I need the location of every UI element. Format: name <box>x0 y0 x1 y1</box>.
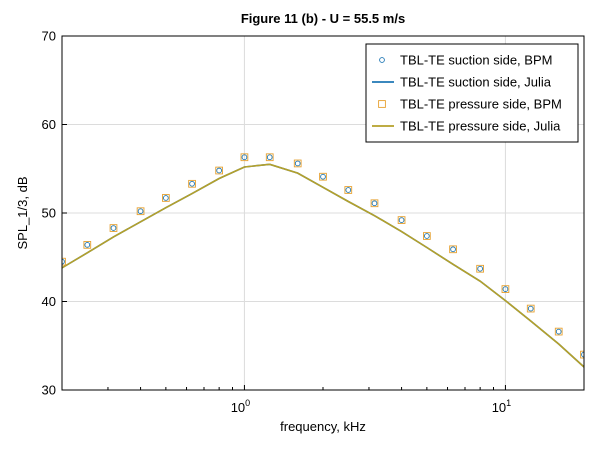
legend-label: TBL-TE pressure side, BPM <box>400 97 562 112</box>
data-point-0 <box>424 233 430 239</box>
data-point-0 <box>398 217 405 223</box>
y-tick-label: 30 <box>42 383 56 398</box>
data-point-2 <box>370 199 379 208</box>
data-point-2 <box>136 207 145 216</box>
data-point-0 <box>241 154 248 161</box>
data-point-0 <box>189 180 195 187</box>
data-point-2 <box>501 285 510 293</box>
data-point-0 <box>216 167 222 174</box>
data-point-2 <box>62 257 66 266</box>
data-point-0 <box>163 195 169 201</box>
data-point-2 <box>344 186 353 194</box>
data-point-0 <box>345 187 352 193</box>
y-tick-label: 70 <box>42 29 56 44</box>
data-point-2 <box>449 245 457 254</box>
data-point-2 <box>215 166 223 175</box>
axis-ticks: 30 40 50 60 70 100 101 <box>42 29 585 415</box>
data-point-2 <box>526 304 535 313</box>
data-point-0 <box>555 328 562 335</box>
y-tick-label: 50 <box>42 206 56 221</box>
data-point-2 <box>83 241 92 249</box>
x-tick-label: 100 <box>231 398 250 415</box>
legend-label: TBL-TE suction side, Julia <box>400 75 552 90</box>
data-point-2 <box>265 153 274 162</box>
y-tick-label: 40 <box>42 294 56 309</box>
data-point-0 <box>110 225 117 231</box>
data-point-2 <box>188 179 196 188</box>
data-point-0 <box>527 305 534 312</box>
series-group <box>62 153 584 368</box>
data-point-2 <box>293 159 302 168</box>
data-point-2 <box>476 264 484 273</box>
data-point-0 <box>137 208 144 215</box>
y-axis-label: SPL_1/3, dB <box>15 177 30 250</box>
plot-area <box>62 153 584 368</box>
data-point-0 <box>62 258 65 265</box>
data-point-0 <box>450 246 456 253</box>
data-point-2 <box>423 232 431 240</box>
data-point-0 <box>294 160 301 167</box>
data-point-2 <box>240 153 249 162</box>
legend-box <box>365 43 579 143</box>
y-tick-label: 60 <box>42 117 56 132</box>
data-point-2 <box>162 194 170 202</box>
legend-label: TBL-TE suction side, BPM <box>400 53 552 68</box>
data-point-0 <box>371 200 378 207</box>
data-point-0 <box>266 154 273 161</box>
data-point-0 <box>84 242 91 248</box>
series-line-3 <box>62 163 584 368</box>
legend: TBL-TE suction side, BPM TBL-TE suction s… <box>365 43 579 143</box>
chart-title: Figure 11 (b) - U = 55.5 m/s <box>241 11 405 26</box>
data-point-2 <box>109 224 118 232</box>
data-point-2 <box>397 216 406 224</box>
data-point-2 <box>554 327 563 336</box>
data-point-2 <box>319 172 327 181</box>
legend-label: TBL-TE pressure side, Julia <box>400 119 561 134</box>
data-point-0 <box>477 265 483 272</box>
data-point-0 <box>320 173 326 180</box>
x-tick-label: 101 <box>492 398 511 415</box>
data-point-0 <box>502 286 509 292</box>
legend-swatch <box>379 57 385 63</box>
legend-swatch <box>378 100 386 108</box>
x-axis-label: frequency, kHz <box>280 419 366 434</box>
